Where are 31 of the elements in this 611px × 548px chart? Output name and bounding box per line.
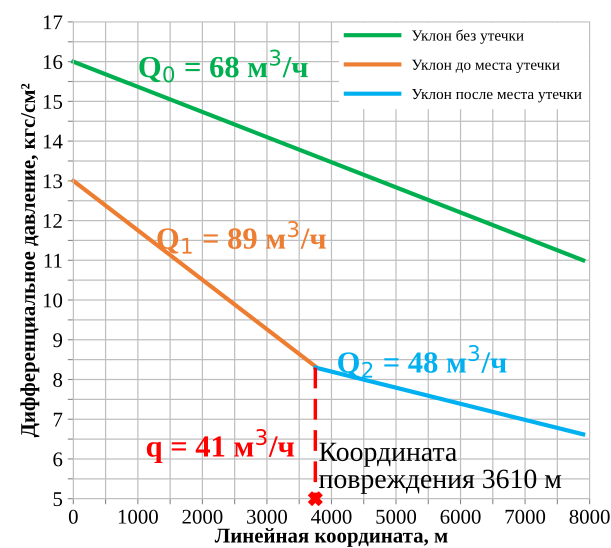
- x-tick-label: 6000: [440, 510, 481, 524]
- annotation: Q$_{0}$ = 68 м$^{3}$/ч: [139, 50, 308, 82]
- y-tick-label: 7: [54, 412, 62, 426]
- legend-label: Уклон без утечки: [412, 30, 524, 44]
- y-tick-label: 14: [44, 134, 63, 148]
- y-tick-label: 5: [54, 492, 62, 506]
- x-tick-label: 0: [68, 510, 78, 524]
- annotation: q = 41 м$^{3}$/ч: [146, 428, 294, 464]
- x-tick-label: 1000: [118, 510, 158, 524]
- y-tick-label: 17: [44, 15, 62, 30]
- y-tick-label: 15: [44, 94, 62, 109]
- y-tick-label: 6: [53, 452, 62, 466]
- legend-label: Уклон после места утечки: [412, 89, 582, 102]
- x-tick-label: 5000: [376, 510, 416, 524]
- x-tick-label: 8000: [570, 510, 610, 524]
- y-tick-label: 16: [44, 55, 62, 70]
- x-tick-label: 4000: [311, 510, 352, 524]
- legend-label: Уклон до места утечки: [412, 60, 560, 74]
- x-axis-title: Линейная координата, м: [214, 528, 448, 547]
- x-tick-label: 3000: [247, 510, 287, 524]
- y-tick-label: 12: [44, 214, 62, 228]
- annotation: Координата повреждения 3610 м: [319, 442, 562, 494]
- x-tick-label: 7000: [506, 510, 546, 524]
- y-tick-label: 11: [44, 254, 62, 268]
- y-axis-title: Дифференциальное давление, кгс/см²: [20, 84, 40, 438]
- y-tick-label: 13: [44, 174, 62, 188]
- y-tick-label: 8: [53, 372, 62, 387]
- annotation: Q$_{1}$ = 89 м$^{3}$/ч: [157, 221, 326, 254]
- y-tick-label: 9: [53, 333, 62, 348]
- x-tick-label: 2000: [182, 510, 222, 524]
- y-tick-label: 10: [44, 293, 62, 308]
